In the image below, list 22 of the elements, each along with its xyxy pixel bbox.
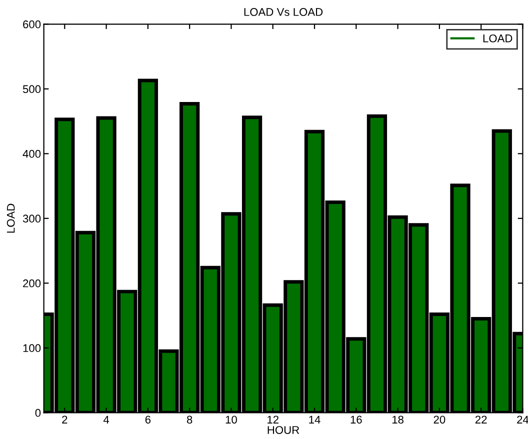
y-tick-label: 500 (22, 85, 41, 94)
x-tick-label: 18 (392, 416, 404, 424)
x-axis-title: HOUR (268, 426, 300, 434)
x-tick-label: 10 (226, 416, 237, 424)
x-tick-label: 14 (309, 416, 320, 424)
x-tick-label: 12 (268, 416, 278, 424)
x-tick-label: 6 (145, 416, 151, 424)
x-tick-label: 22 (475, 416, 487, 424)
chart-title: LOAD Vs LOAD (244, 8, 323, 16)
x-tick-label: 4 (103, 416, 110, 424)
legend-label: LOAD (483, 34, 512, 42)
x-tick-label: 16 (350, 416, 362, 424)
y-tick-label: 200 (23, 279, 41, 288)
x-tick-label: 8 (186, 416, 192, 424)
y-tick-label: 0 (35, 408, 41, 417)
x-tick-label: 2 (62, 416, 68, 424)
y-tick-label: 600 (23, 20, 41, 28)
y-tick-label: 100 (23, 344, 41, 352)
y-tick-label: 400 (22, 150, 41, 158)
y-axis-title: LOAD (6, 204, 15, 233)
x-tick-label: 20 (434, 416, 446, 424)
y-tick-label: 300 (22, 214, 41, 223)
